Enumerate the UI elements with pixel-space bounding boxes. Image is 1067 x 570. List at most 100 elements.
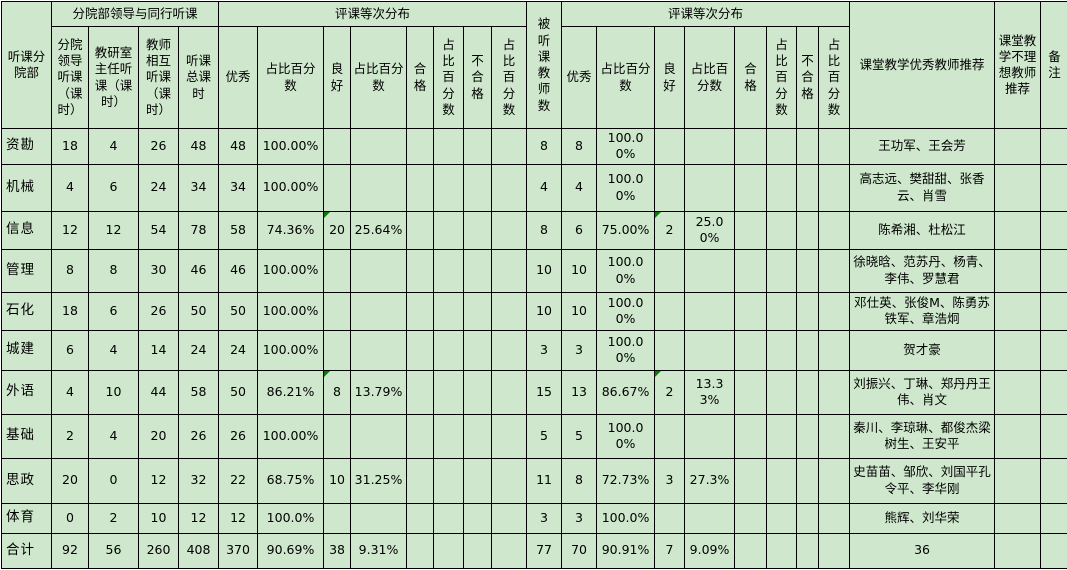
cell[interactable]: 12 <box>219 503 258 533</box>
cell[interactable] <box>797 129 819 165</box>
cell[interactable] <box>995 211 1041 249</box>
cell[interactable]: 10 <box>527 249 562 292</box>
cell[interactable] <box>492 249 527 292</box>
cell[interactable] <box>351 503 407 533</box>
cell[interactable] <box>434 503 464 533</box>
cell[interactable]: 24 <box>219 330 258 370</box>
cell[interactable]: 4 <box>527 164 562 211</box>
cell[interactable] <box>1041 164 1067 211</box>
cell[interactable] <box>464 533 492 568</box>
cell[interactable]: 10 <box>562 292 597 330</box>
row-label[interactable]: 信息 <box>2 211 52 249</box>
cell[interactable]: 9.31% <box>351 533 407 568</box>
cell[interactable] <box>767 292 797 330</box>
col-header-excellent-1[interactable]: 优秀 <box>219 27 258 129</box>
cell[interactable]: 12 <box>139 458 179 503</box>
cell[interactable]: 370 <box>219 533 258 568</box>
cell[interactable]: 46 <box>179 249 219 292</box>
cell[interactable]: 90.91% <box>597 533 655 568</box>
cell[interactable] <box>819 330 850 370</box>
cell[interactable]: 4 <box>52 164 89 211</box>
cell[interactable]: 13.33% <box>685 370 735 414</box>
cell[interactable]: 18 <box>52 292 89 330</box>
cell[interactable] <box>492 129 527 165</box>
cell[interactable]: 24 <box>179 330 219 370</box>
col-header-total-hours[interactable]: 听课总课时 <box>179 27 219 129</box>
cell[interactable] <box>1041 414 1067 458</box>
cell[interactable] <box>767 414 797 458</box>
col-header-leader-hours[interactable]: 分院领导听课（课时） <box>52 27 89 129</box>
col-header-good-pct-2[interactable]: 占比百分数 <box>685 27 735 129</box>
cell[interactable] <box>492 458 527 503</box>
cell[interactable] <box>685 164 735 211</box>
cell[interactable]: 68.75% <box>258 458 324 503</box>
cell[interactable] <box>351 249 407 292</box>
row-label[interactable]: 机械 <box>2 164 52 211</box>
cell[interactable]: 86.21% <box>258 370 324 414</box>
cell[interactable] <box>797 533 819 568</box>
cell[interactable]: 8 <box>527 211 562 249</box>
cell[interactable] <box>995 370 1041 414</box>
cell[interactable] <box>995 458 1041 503</box>
cell[interactable]: 2 <box>89 503 139 533</box>
cell[interactable] <box>324 164 351 211</box>
cell[interactable] <box>655 292 685 330</box>
cell[interactable] <box>464 249 492 292</box>
col-header-mutual-hours[interactable]: 教师相互听课（课时） <box>139 27 179 129</box>
cell[interactable] <box>995 414 1041 458</box>
cell[interactable] <box>767 458 797 503</box>
cell[interactable]: 20 <box>324 211 351 249</box>
row-label[interactable]: 基础 <box>2 414 52 458</box>
cell[interactable] <box>351 129 407 165</box>
cell[interactable]: 7 <box>655 533 685 568</box>
cell[interactable]: 18 <box>52 129 89 165</box>
cell[interactable] <box>324 330 351 370</box>
cell[interactable]: 5 <box>527 414 562 458</box>
cell[interactable]: 58 <box>179 370 219 414</box>
cell[interactable] <box>434 414 464 458</box>
cell[interactable]: 8 <box>52 249 89 292</box>
cell[interactable]: 100.00% <box>258 249 324 292</box>
cell[interactable] <box>464 164 492 211</box>
cell[interactable]: 58 <box>219 211 258 249</box>
cell[interactable] <box>735 458 767 503</box>
row-label[interactable]: 合计 <box>2 533 52 568</box>
cell[interactable] <box>819 458 850 503</box>
cell[interactable] <box>492 533 527 568</box>
cell[interactable]: 100.00% <box>597 292 655 330</box>
cell[interactable]: 31.25% <box>351 458 407 503</box>
cell[interactable] <box>434 164 464 211</box>
cell[interactable]: 6 <box>89 164 139 211</box>
cell[interactable]: 100.00% <box>258 164 324 211</box>
cell[interactable] <box>685 292 735 330</box>
col-header-pass-pct-2[interactable]: 占比百分数 <box>767 27 797 129</box>
cell[interactable] <box>1041 533 1067 568</box>
cell[interactable]: 46 <box>219 249 258 292</box>
cell[interactable]: 56 <box>89 533 139 568</box>
row-label[interactable]: 管理 <box>2 249 52 292</box>
header-poor-teacher-recommend[interactable]: 课堂教学不理想教师推荐 <box>995 2 1041 129</box>
cell[interactable] <box>655 129 685 165</box>
cell[interactable] <box>819 211 850 249</box>
col-header-fail-2[interactable]: 不合格 <box>797 27 819 129</box>
cell[interactable]: 100.00% <box>597 249 655 292</box>
cell[interactable] <box>1041 503 1067 533</box>
cell[interactable] <box>492 164 527 211</box>
cell[interactable]: 26 <box>139 292 179 330</box>
cell[interactable] <box>767 503 797 533</box>
cell[interactable]: 36 <box>850 533 995 568</box>
col-header-fail-1[interactable]: 不合格 <box>464 27 492 129</box>
cell[interactable] <box>434 458 464 503</box>
cell[interactable]: 史苗苗、邹欣、刘国平孔令平、李华刚 <box>850 458 995 503</box>
cell[interactable] <box>995 330 1041 370</box>
cell[interactable] <box>735 330 767 370</box>
header-remark[interactable]: 备注 <box>1041 2 1067 129</box>
cell[interactable] <box>767 211 797 249</box>
cell[interactable] <box>797 211 819 249</box>
cell[interactable]: 22 <box>219 458 258 503</box>
cell[interactable] <box>351 292 407 330</box>
cell[interactable]: 12 <box>179 503 219 533</box>
cell[interactable]: 26 <box>179 414 219 458</box>
cell[interactable]: 3 <box>527 330 562 370</box>
cell[interactable]: 14 <box>139 330 179 370</box>
